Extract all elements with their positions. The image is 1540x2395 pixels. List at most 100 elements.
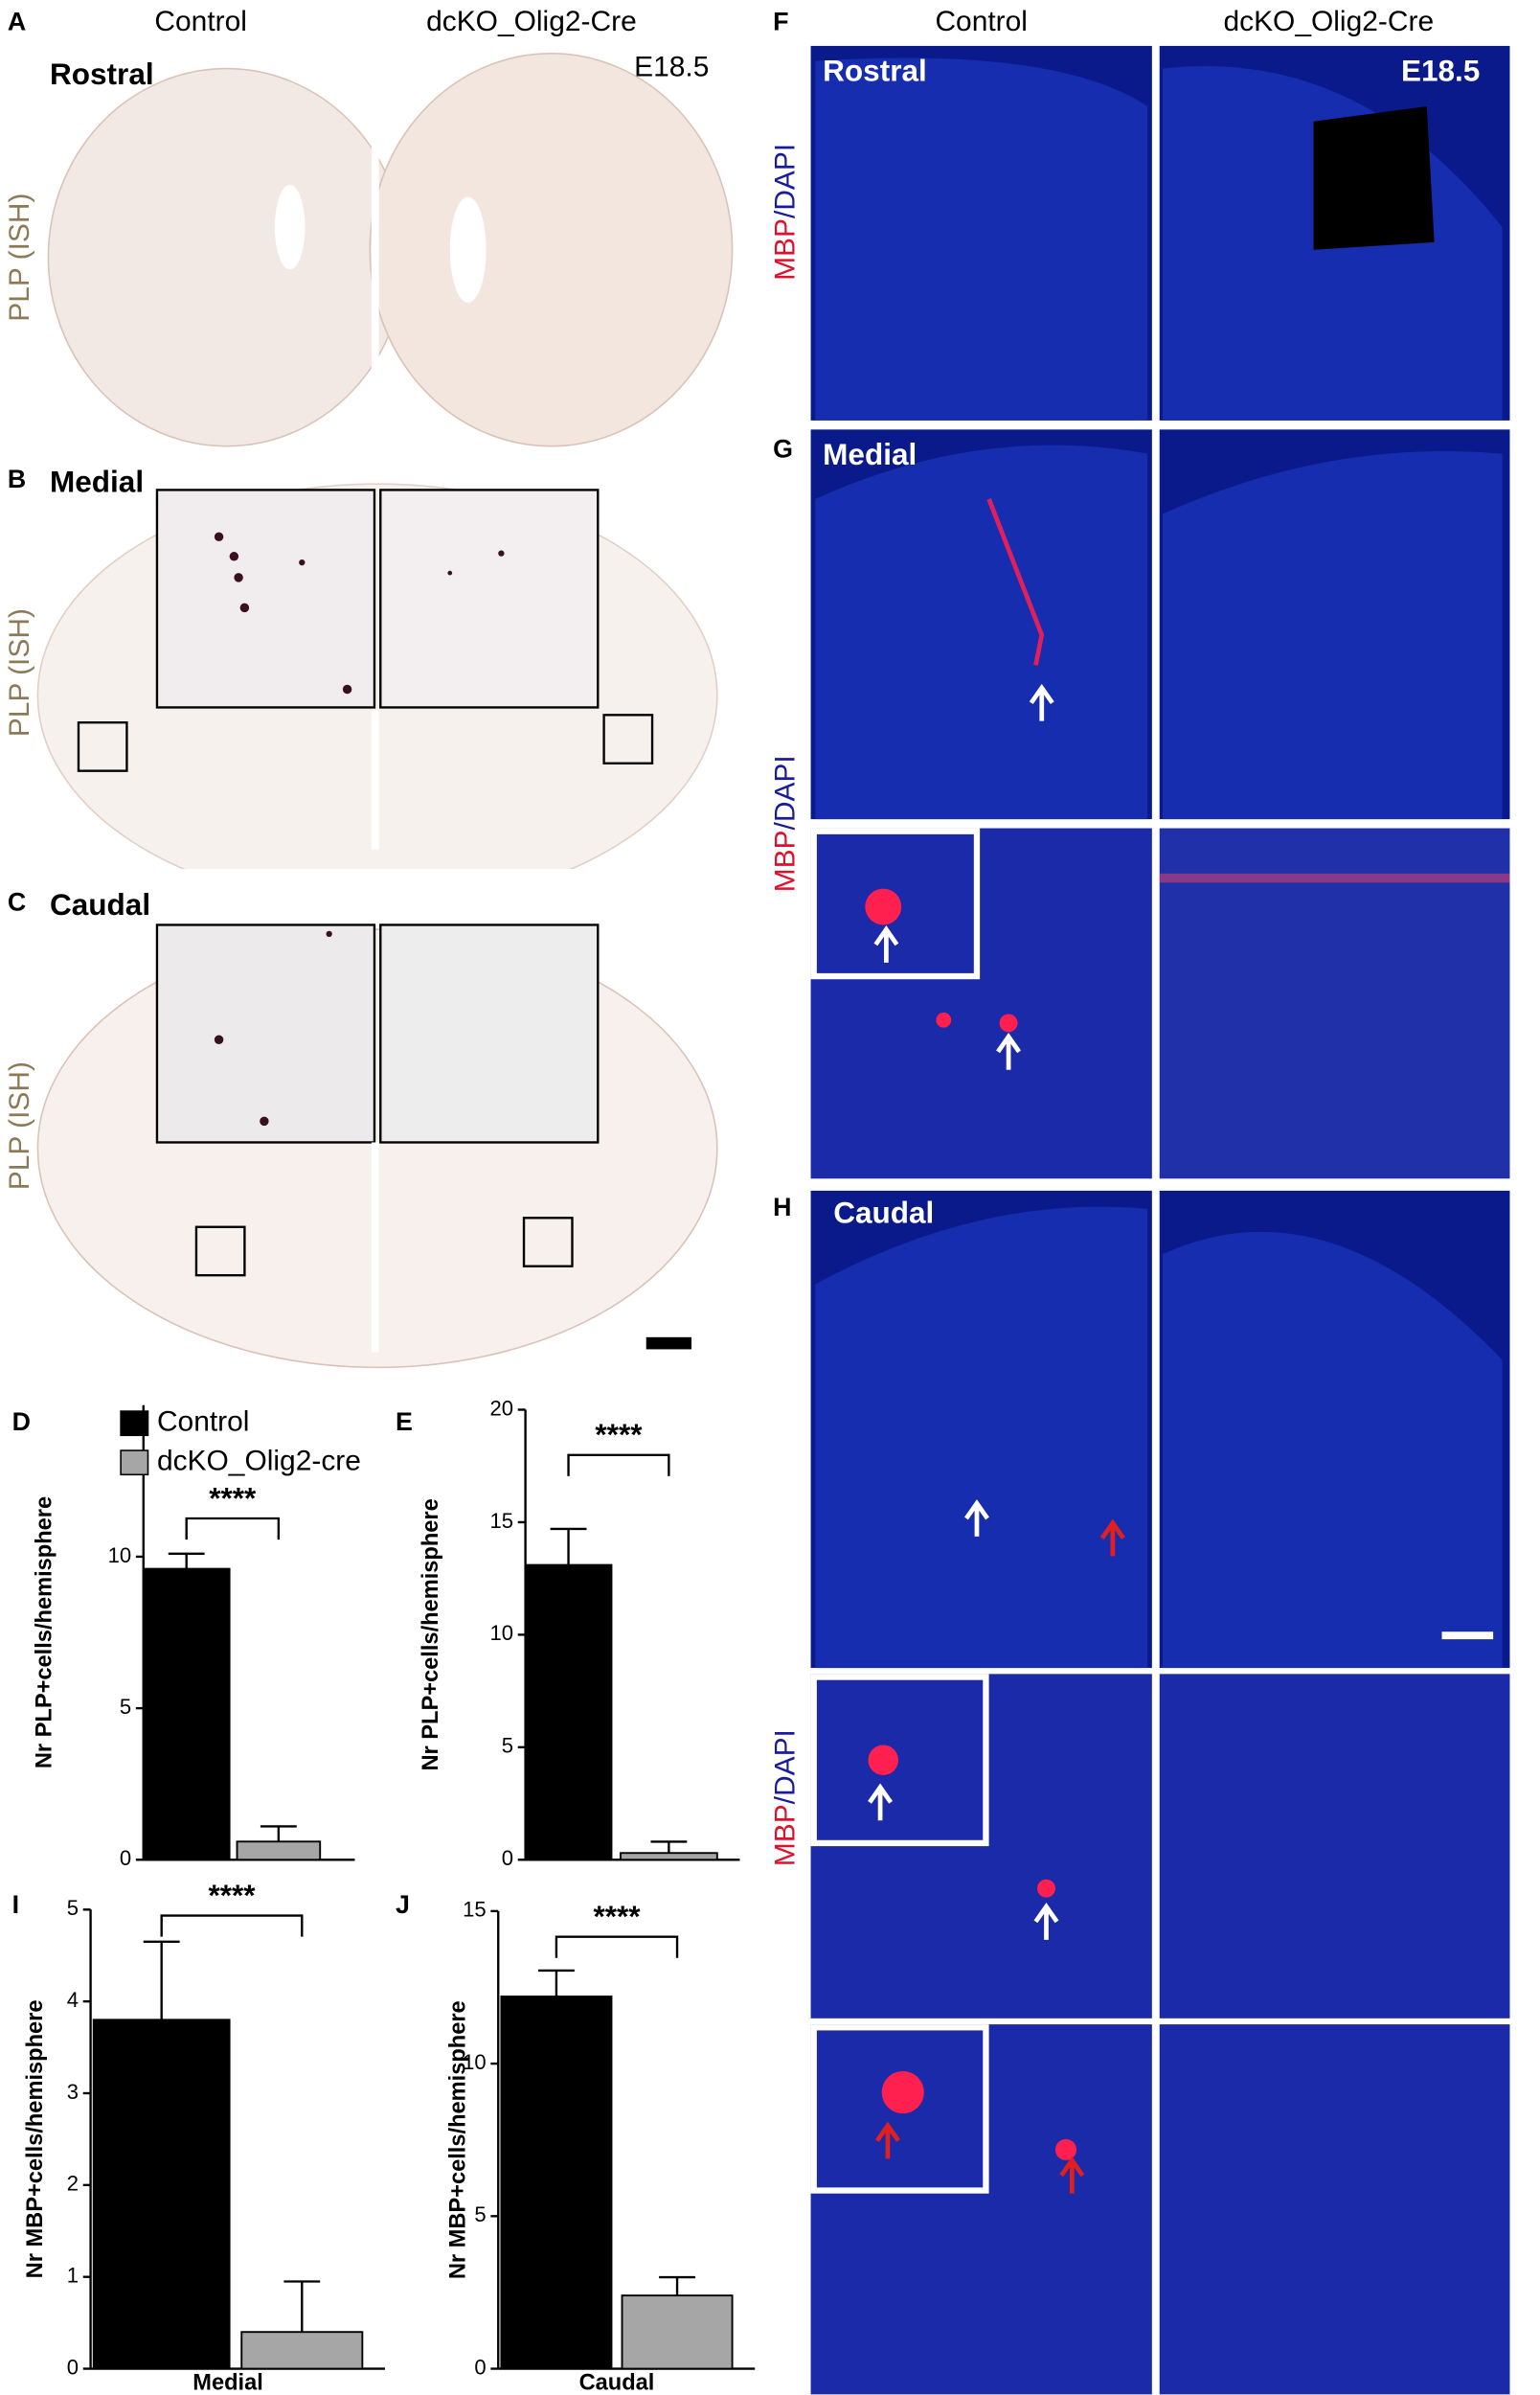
y-tick-label: 15 bbox=[463, 1898, 487, 1922]
region-label: Medial bbox=[823, 437, 917, 471]
stain-part: MBP bbox=[769, 830, 801, 892]
significance: **** bbox=[208, 1878, 256, 1912]
arrow bbox=[1059, 2156, 1085, 2194]
panel-letter: C bbox=[8, 887, 26, 916]
bar bbox=[500, 1996, 613, 2370]
divider bbox=[371, 1142, 379, 1353]
region-label: Caudal bbox=[833, 1195, 934, 1229]
y-tick-label: 5 bbox=[120, 1695, 131, 1719]
panel-letter: B bbox=[8, 465, 26, 493]
y-axis-title: Nr PLP+cells/hemisphere bbox=[33, 1496, 57, 1768]
ventricle bbox=[1313, 106, 1435, 250]
arrow bbox=[874, 2121, 900, 2159]
arrow bbox=[1029, 683, 1054, 721]
error-bar bbox=[168, 1552, 205, 1569]
ish-panels bbox=[36, 45, 756, 1369]
panel-letter: F bbox=[773, 7, 788, 35]
labels: A B C D E F G H I J Control dcKO_Olig2-C… bbox=[4, 6, 1480, 1919]
tissue bbox=[815, 445, 1148, 820]
panel-letter: E bbox=[396, 1407, 413, 1436]
cells bbox=[214, 532, 505, 695]
bar bbox=[142, 1567, 231, 1861]
error-bar bbox=[659, 2275, 695, 2296]
stain-label: PLP (ISH) bbox=[4, 608, 35, 737]
cell bbox=[865, 888, 902, 925]
if-image bbox=[1159, 2024, 1510, 2395]
arrow bbox=[873, 925, 899, 963]
stain-part: MBP bbox=[769, 218, 801, 281]
arrow bbox=[1099, 1518, 1125, 1557]
y-tick-label: 0 bbox=[67, 2355, 79, 2379]
bar bbox=[240, 2331, 364, 2370]
arrow bbox=[996, 1032, 1022, 1070]
region-label: Rostral bbox=[823, 54, 927, 88]
stain-part: /DAPI bbox=[769, 755, 801, 830]
error-bar bbox=[650, 1840, 688, 1854]
roi-box bbox=[194, 1225, 246, 1277]
roi-box bbox=[602, 714, 654, 764]
y-tick-label: 15 bbox=[489, 1509, 513, 1533]
y-tick-label: 5 bbox=[67, 1896, 79, 1920]
y-tick-label: 0 bbox=[502, 1846, 513, 1870]
y-tick-label: 1 bbox=[67, 2264, 79, 2288]
bar bbox=[524, 1563, 613, 1861]
inset bbox=[379, 489, 600, 709]
stain-label: PLP (ISH) bbox=[4, 1061, 35, 1190]
bar bbox=[619, 1852, 718, 1861]
scale-bar bbox=[645, 1336, 692, 1350]
significance-bracket bbox=[555, 1935, 679, 1958]
cell bbox=[1037, 1879, 1055, 1898]
significance: **** bbox=[593, 1899, 641, 1933]
cell bbox=[999, 1014, 1018, 1033]
mbp-signal bbox=[986, 498, 1045, 666]
y-axis-title: Nr MBP+cells/hemisphere bbox=[23, 2000, 48, 2279]
age-label: E18.5 bbox=[1401, 54, 1480, 88]
error-bar bbox=[538, 1969, 575, 1997]
error-bar bbox=[143, 1940, 180, 2020]
stain-label: MBP/DAPI bbox=[769, 755, 801, 892]
ventricle bbox=[449, 196, 487, 303]
cell bbox=[1054, 2138, 1077, 2160]
region-label: Rostral bbox=[50, 57, 154, 91]
significance: **** bbox=[595, 1417, 643, 1451]
x-axis-title: Caudal bbox=[579, 2371, 655, 2395]
inset bbox=[155, 924, 376, 1144]
divider bbox=[371, 710, 379, 850]
y-tick-label: 10 bbox=[463, 2050, 487, 2074]
arrow bbox=[964, 1499, 989, 1537]
roi-box bbox=[522, 1217, 574, 1267]
tissue bbox=[815, 57, 1148, 421]
if-panels bbox=[810, 45, 1510, 2395]
tissue bbox=[815, 1206, 1148, 1669]
stain-label: MBP/DAPI bbox=[769, 1729, 801, 1866]
mbp-signal bbox=[1159, 873, 1510, 883]
y-tick-label: 0 bbox=[120, 1846, 131, 1870]
inset bbox=[379, 924, 600, 1144]
y-tick-label: 0 bbox=[474, 2355, 486, 2379]
arrow bbox=[868, 1783, 894, 1821]
if-image bbox=[1159, 828, 1510, 1179]
column-header: Control bbox=[935, 6, 1028, 37]
stain-label: MBP/DAPI bbox=[769, 144, 801, 281]
column-header: dcKO_Olig2-Cre bbox=[426, 6, 637, 37]
stain-part: MBP bbox=[769, 1804, 801, 1866]
tissue bbox=[1162, 450, 1503, 820]
panel-letter: H bbox=[773, 1193, 791, 1221]
y-tick-label: 20 bbox=[489, 1396, 513, 1420]
y-tick-label: 10 bbox=[108, 1543, 132, 1567]
y-tick-label: 3 bbox=[67, 2080, 79, 2104]
error-bar bbox=[283, 2280, 321, 2333]
y-tick-label: 5 bbox=[502, 1734, 513, 1758]
inset bbox=[816, 1679, 984, 1840]
column-header: Control bbox=[154, 6, 247, 37]
legend-swatch bbox=[120, 1449, 149, 1476]
cell bbox=[881, 2070, 924, 2114]
y-axis-title: Nr MBP+cells/hemisphere bbox=[445, 2000, 470, 2279]
y-tick-label: 4 bbox=[67, 1988, 79, 2012]
ventricle bbox=[274, 184, 306, 270]
y-tick-label: 2 bbox=[67, 2172, 79, 2196]
significance-bracket bbox=[567, 1453, 670, 1476]
legend-label: Control bbox=[157, 1406, 250, 1438]
